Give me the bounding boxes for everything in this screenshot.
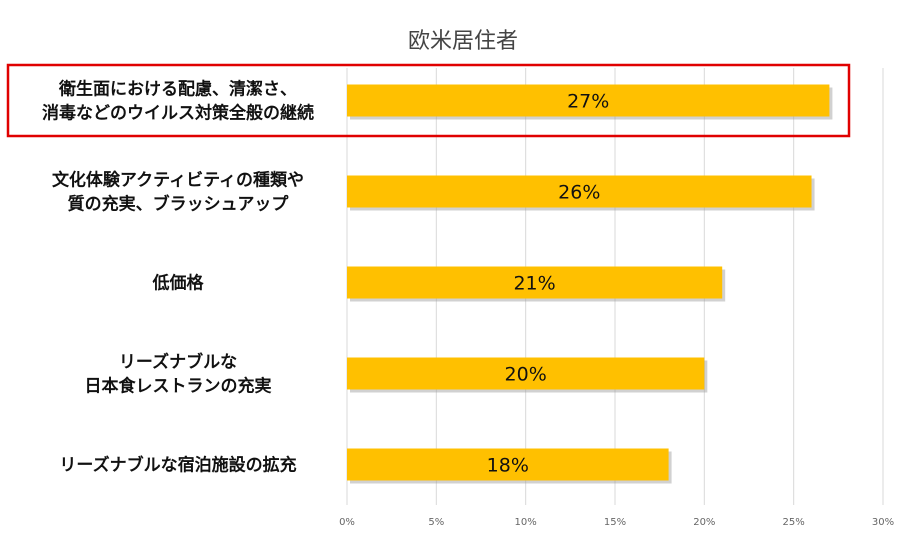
chart-title: 欧米居住者 <box>408 29 518 54</box>
category-label: 文化体験アクティビティの種類や質の充実、ブラッシュアップ <box>52 170 304 215</box>
data-label: 26% <box>558 182 600 204</box>
category-label: 衛生面における配慮、清潔さ、消毒などのウイルス対策全般の継続 <box>42 79 314 124</box>
highlight-box <box>6 63 851 138</box>
data-label: 21% <box>513 273 555 295</box>
category-labels: 衛生面における配慮、清潔さ、消毒などのウイルス対策全般の継続文化体験アクティビテ… <box>42 79 314 476</box>
x-axis-ticks: 0% 5% 10% 15% 20% 25% 30% <box>339 517 894 528</box>
category-label-line: リーズナブルな <box>119 352 237 373</box>
category-label-line: リーズナブルな宿泊施設の拡充 <box>59 455 296 476</box>
bars: 27% 26% 21% 20% 18% <box>347 84 833 484</box>
x-tick-label: 25% <box>783 517 805 528</box>
category-label-line: 低価格 <box>152 273 205 294</box>
category-label: 低価格 <box>152 273 205 294</box>
bar <box>347 448 669 481</box>
category-label-line: 日本食レストランの充実 <box>85 376 272 397</box>
bar <box>347 357 705 390</box>
x-tick-label: 15% <box>604 517 626 528</box>
data-label: 27% <box>567 91 609 113</box>
x-tick-label: 10% <box>515 517 537 528</box>
category-label-line: 文化体験アクティビティの種類や <box>52 170 304 191</box>
x-tick-label: 0% <box>339 517 355 528</box>
category-label-line: 衛生面における配慮、清潔さ、 <box>58 79 297 100</box>
category-label: リーズナブルな宿泊施設の拡充 <box>59 455 296 476</box>
bar <box>347 84 830 117</box>
data-label: 18% <box>487 455 529 477</box>
highlight-frame <box>6 63 851 138</box>
category-label-line: 質の充実、ブラッシュアップ <box>68 194 290 215</box>
x-tick-label: 30% <box>872 517 894 528</box>
bar <box>347 175 812 208</box>
x-tick-label: 5% <box>428 517 444 528</box>
category-label-line: 消毒などのウイルス対策全般の継続 <box>42 103 314 124</box>
x-tick-label: 20% <box>693 517 715 528</box>
bar <box>347 266 723 299</box>
data-label: 20% <box>505 364 547 386</box>
category-label: リーズナブルな日本食レストランの充実 <box>85 352 272 397</box>
